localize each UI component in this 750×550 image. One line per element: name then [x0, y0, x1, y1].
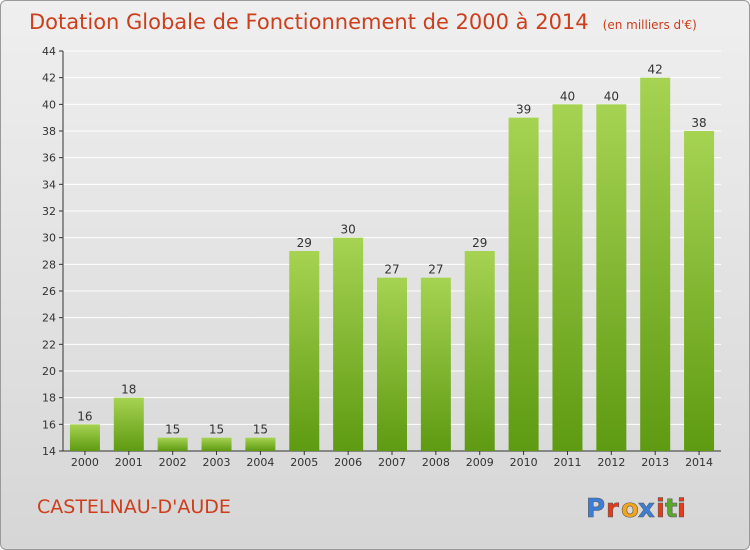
chart-title-text: Dotation Globale de Fonctionnement de 20… [29, 10, 589, 34]
x-tick-label-2007: 2007 [378, 456, 406, 469]
logo-letter: o [621, 494, 639, 524]
data-label-2010: 39 [516, 103, 531, 117]
data-label-2006: 30 [340, 223, 355, 237]
data-label-2002: 15 [165, 423, 180, 437]
bar-2003 [201, 437, 232, 451]
x-tick-label-2003: 2003 [203, 456, 231, 469]
bar-2013 [640, 77, 671, 452]
x-tick-label-2001: 2001 [115, 456, 143, 469]
data-label-2014: 38 [691, 116, 706, 130]
y-tick-label: 16 [42, 418, 56, 431]
data-label-2003: 15 [209, 423, 224, 437]
logo-letter: x [638, 494, 655, 524]
x-tick-label-2005: 2005 [290, 456, 318, 469]
bar-2010 [508, 117, 539, 452]
x-tick-label-2002: 2002 [159, 456, 187, 469]
logo-letter: i [656, 494, 665, 524]
y-tick-label: 32 [42, 205, 56, 218]
logo-letter: P [586, 494, 605, 524]
data-label-2011: 40 [560, 89, 575, 103]
data-label-2013: 42 [648, 63, 663, 77]
bar-2007 [377, 277, 407, 451]
y-tick-label: 28 [42, 258, 56, 271]
x-tick-label-2000: 2000 [71, 456, 99, 469]
x-tick-label-2010: 2010 [510, 456, 538, 469]
y-tick-label: 42 [42, 72, 56, 85]
y-tick-label: 26 [42, 285, 56, 298]
x-tick-label-2004: 2004 [246, 456, 274, 469]
logo-letter: t [665, 494, 677, 524]
y-tick-label: 30 [42, 232, 56, 245]
x-tick-label-2009: 2009 [466, 456, 494, 469]
bar-2004 [245, 437, 276, 451]
data-label-2009: 29 [472, 236, 487, 250]
x-tick-label-2008: 2008 [422, 456, 450, 469]
bar-2001 [113, 397, 144, 451]
y-tick-label: 22 [42, 338, 56, 351]
bar-2006 [333, 237, 364, 451]
y-tick-label: 18 [42, 392, 56, 405]
bar-2005 [289, 251, 320, 451]
chart-unit: (en milliers d'€) [602, 18, 697, 32]
data-label-2007: 27 [384, 263, 399, 277]
data-label-2008: 27 [428, 263, 443, 277]
x-tick-label-2012: 2012 [597, 456, 625, 469]
bar-2011 [552, 104, 583, 451]
x-tick-label-2006: 2006 [334, 456, 362, 469]
bar-2002 [157, 437, 188, 451]
x-tick-label-2013: 2013 [641, 456, 669, 469]
bar-2009 [464, 251, 495, 451]
logo-letter: i [677, 494, 686, 524]
data-label-2001: 18 [121, 383, 136, 397]
y-tick-label: 20 [42, 365, 56, 378]
data-label-2012: 40 [604, 89, 619, 103]
bar-2008 [420, 277, 451, 451]
chart-title: Dotation Globale de Fonctionnement de 20… [29, 10, 697, 34]
data-label-2000: 16 [77, 409, 92, 423]
bar-2012 [596, 104, 627, 451]
y-tick-label: 24 [42, 312, 56, 325]
y-tick-label: 34 [42, 178, 56, 191]
y-tick-label: 36 [42, 152, 56, 165]
data-label-2004: 15 [253, 423, 268, 437]
y-tick-label: 14 [42, 445, 56, 458]
commune-name: CASTELNAU-D'AUDE [37, 496, 231, 518]
data-label-2005: 29 [297, 236, 312, 250]
x-tick-label-2011: 2011 [553, 456, 581, 469]
bar-2014 [684, 131, 715, 451]
bar-2000 [69, 424, 100, 451]
y-tick-label: 40 [42, 98, 56, 111]
y-tick-label: 38 [42, 125, 56, 138]
y-tick-label: 44 [42, 45, 56, 58]
x-tick-label-2014: 2014 [685, 456, 713, 469]
logo-letter: r [606, 494, 619, 524]
